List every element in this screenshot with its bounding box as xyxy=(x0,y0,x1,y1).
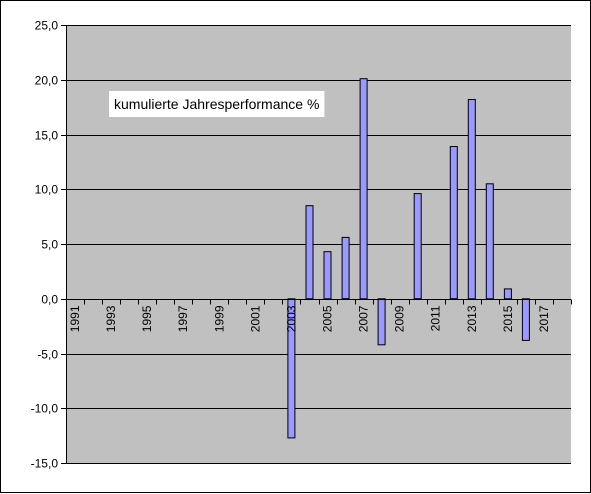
x-axis: 1991 1993 1995 1997 1999 2001 2003 2005 2007 2009… xyxy=(66,299,572,332)
x-tick-label: 2011 xyxy=(429,305,443,331)
x-tick-label: 1999 xyxy=(212,305,226,332)
y-tick-label: 0,0 xyxy=(41,293,58,307)
bar xyxy=(377,298,386,346)
bars xyxy=(287,78,530,439)
x-tick-label: 2005 xyxy=(321,305,335,332)
bar xyxy=(323,251,332,300)
y-tick-label: 20,0 xyxy=(35,74,59,88)
chart-title-box: kumulierte Jahresperformance % xyxy=(109,91,325,117)
y-tick-label: -5,0 xyxy=(37,348,58,362)
y-tick-label: -15,0 xyxy=(31,457,59,471)
y-axis: 25,0 20,0 15,0 10,0 5,0 0,0 -5,0 -10,0 -15,0 xyxy=(31,19,67,471)
x-tick-label: 1995 xyxy=(140,305,154,332)
y-tick-label: 5,0 xyxy=(41,238,58,252)
x-tick-label: 2001 xyxy=(248,305,262,332)
bar xyxy=(359,78,368,300)
bar xyxy=(287,298,296,439)
bar xyxy=(449,146,458,300)
y-tick-label: 15,0 xyxy=(35,129,59,143)
bar xyxy=(503,288,512,300)
x-tick-label: 1993 xyxy=(104,305,118,332)
y-tick-label: 25,0 xyxy=(35,19,59,33)
x-tick-label: 1997 xyxy=(176,305,190,332)
bar xyxy=(413,193,422,300)
x-tick-label: 2015 xyxy=(501,305,515,332)
y-tick-label: 10,0 xyxy=(35,183,59,197)
chart-title: kumulierte Jahresperformance % xyxy=(114,96,319,112)
bar xyxy=(485,183,494,300)
x-tick-label: 2013 xyxy=(465,305,479,332)
x-tick-label: 2003 xyxy=(284,305,298,332)
x-tick-label: 2007 xyxy=(357,305,371,332)
x-tick-label: 2009 xyxy=(393,305,407,332)
bar xyxy=(305,205,314,300)
bar xyxy=(467,99,476,300)
bar xyxy=(341,236,350,300)
bar xyxy=(521,298,530,341)
x-tick-label: 2017 xyxy=(537,305,551,332)
y-tick-label: -10,0 xyxy=(31,402,59,416)
x-tick-label: 1991 xyxy=(68,305,82,332)
